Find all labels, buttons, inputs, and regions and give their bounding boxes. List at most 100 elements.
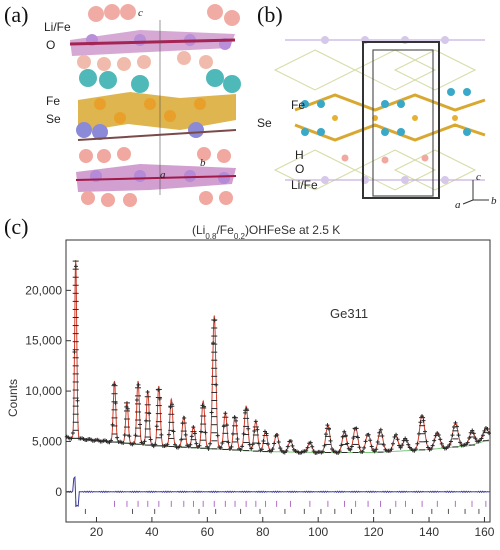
observed-point — [349, 444, 354, 449]
observed-point — [270, 447, 275, 452]
observed-points — [64, 260, 492, 456]
observed-point — [235, 436, 240, 441]
atom-label-se: Se — [46, 112, 61, 126]
observed-point — [308, 440, 313, 445]
observed-point — [337, 449, 342, 454]
observed-point — [362, 445, 367, 450]
observed-point — [381, 442, 386, 447]
observed-point — [278, 446, 283, 451]
panel-b: (b) c a b — [255, 0, 500, 210]
observed-point — [238, 447, 243, 452]
observed-point — [342, 429, 347, 434]
structure-a-drawing: c a b — [69, 4, 241, 207]
panel-c-label: (c) — [4, 214, 29, 239]
observed-point — [115, 435, 120, 440]
observed-point — [448, 439, 453, 444]
observed-point — [421, 418, 426, 423]
observed-point — [220, 441, 225, 446]
y-tick-label: 15,000 — [25, 334, 62, 348]
observed-point — [413, 447, 418, 452]
observed-point — [285, 444, 290, 449]
observed-point — [109, 438, 114, 443]
observed-point — [378, 427, 383, 432]
atom-label-fe: Fe — [291, 98, 306, 112]
observed-point — [154, 424, 159, 429]
observed-point — [153, 442, 158, 447]
observed-point — [240, 444, 245, 449]
observed-point — [458, 440, 463, 445]
observed-point — [473, 436, 478, 441]
observed-point — [415, 441, 420, 446]
panel-a: (a) — [0, 0, 255, 210]
atom-label-li-fe: Li/Fe — [291, 178, 318, 192]
observed-point — [468, 430, 473, 435]
axis-a-label: a — [160, 169, 166, 181]
observed-point — [368, 438, 373, 443]
observed-point — [125, 406, 130, 411]
y-tick-label: 5,000 — [32, 434, 62, 448]
atom-label-li-fe: Li/Fe — [44, 20, 71, 34]
observed-point — [325, 423, 330, 428]
observed-point — [276, 439, 281, 444]
observed-point — [330, 446, 335, 451]
observed-point — [177, 444, 182, 449]
atom-label-se: Se — [257, 116, 272, 130]
observed-point — [288, 439, 293, 444]
observed-point — [208, 441, 213, 446]
observed-point — [259, 447, 264, 452]
axis-c-label: c — [476, 171, 481, 183]
observed-point — [432, 438, 437, 443]
observed-point — [403, 436, 408, 441]
observed-point — [136, 382, 141, 387]
observed-point — [206, 446, 211, 451]
observed-point — [436, 432, 441, 437]
panel-b-label: (b) — [257, 2, 283, 27]
observed-point — [197, 443, 202, 448]
observed-point — [310, 444, 315, 449]
observed-point — [246, 426, 251, 431]
observed-point — [179, 437, 184, 442]
axis-b-label: b — [491, 195, 497, 207]
observed-point — [215, 433, 220, 438]
observed-point — [218, 445, 223, 450]
observed-point — [363, 439, 368, 444]
x-tick-label: 120 — [364, 525, 384, 539]
observed-point — [418, 420, 423, 425]
observed-point — [322, 443, 327, 448]
y-tick-label: 20,000 — [25, 283, 62, 297]
observed-point — [170, 402, 174, 407]
difference-curve — [65, 475, 490, 508]
x-tick-label: 40 — [145, 525, 159, 539]
observed-point — [261, 438, 266, 443]
observed-point — [209, 410, 214, 415]
observed-point — [406, 442, 411, 447]
observed-point — [269, 449, 274, 454]
x-tick-label: 60 — [201, 525, 215, 539]
observed-point — [241, 431, 246, 436]
observed-point — [439, 441, 444, 446]
observed-point — [326, 427, 331, 432]
observed-point — [275, 432, 280, 437]
atom-label-o: O — [46, 38, 56, 52]
atom-label-fe: Fe — [46, 94, 61, 108]
observed-point — [142, 439, 147, 444]
observed-point — [465, 440, 470, 445]
observed-point — [404, 438, 409, 443]
observed-point — [320, 449, 325, 454]
observed-point — [456, 433, 461, 438]
x-tick-label: 80 — [256, 525, 270, 539]
observed-point — [223, 411, 228, 416]
panel-a-label: (a) — [4, 2, 29, 27]
y-axis-label: Counts — [6, 379, 20, 417]
observed-point — [375, 439, 380, 444]
observed-point — [400, 443, 405, 448]
observed-point — [264, 431, 269, 436]
observed-point — [182, 416, 187, 421]
observed-point — [323, 432, 328, 437]
observed-point — [203, 430, 208, 435]
axis-a-label: a — [455, 199, 461, 210]
observed-point — [470, 428, 475, 433]
observed-point — [227, 446, 232, 451]
observed-point — [147, 411, 152, 416]
observed-point — [272, 441, 277, 446]
